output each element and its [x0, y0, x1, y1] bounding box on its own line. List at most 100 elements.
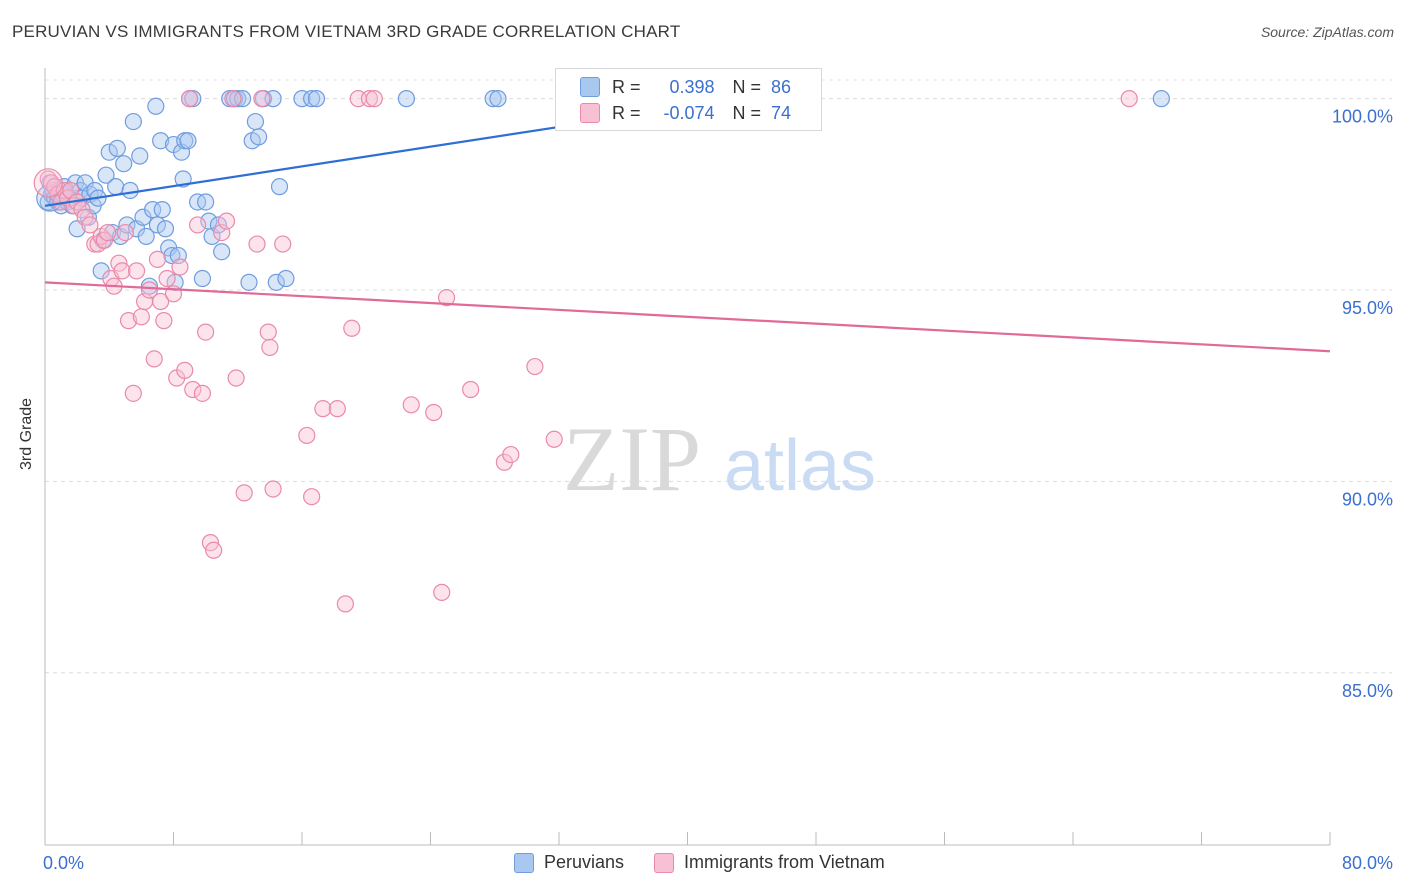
data-point: [1152, 90, 1170, 108]
legend-r-value-peruvians: 0.398: [669, 76, 715, 97]
data-point: [155, 312, 173, 330]
data-point: [248, 235, 266, 253]
y-tick-label: 85.0%: [1342, 681, 1393, 701]
data-point: [240, 273, 258, 291]
data-point: [152, 292, 170, 311]
data-point: [484, 90, 502, 108]
series-vietnam: [33, 90, 1138, 613]
data-point: [121, 181, 139, 200]
series-peruvians: [36, 90, 1170, 295]
data-point: [137, 227, 155, 246]
data-point: [293, 90, 311, 108]
legend-swatch-peruvians: [514, 852, 534, 873]
legend-n-label: N =: [732, 102, 762, 123]
data-point: [127, 262, 146, 280]
stats-legend: R = 0.398 N = 86 R = -0.074 N = 74: [555, 68, 822, 131]
data-point: [153, 201, 171, 219]
data-point: [158, 269, 176, 288]
data-point: [233, 90, 252, 108]
data-point: [397, 90, 416, 108]
data-point: [176, 361, 194, 379]
data-point: [328, 400, 346, 418]
legend-row-peruvians: R = 0.398 N = 86: [580, 75, 791, 99]
data-point: [270, 178, 289, 196]
legend-label-peruvians: Peruvians: [544, 852, 625, 872]
data-point: [124, 384, 142, 402]
legend-item-vietnam[interactable]: Immigrants from Vietnam: [654, 852, 885, 873]
data-point: [100, 143, 118, 161]
data-point: [99, 223, 117, 242]
data-point: [235, 484, 253, 502]
data-point: [365, 90, 383, 108]
legend-r-value-vietnam: -0.074: [663, 102, 715, 123]
data-point: [360, 90, 379, 108]
data-point: [545, 430, 563, 448]
y-tick-label: 100.0%: [1332, 107, 1393, 127]
data-point: [193, 269, 212, 288]
data-point: [253, 90, 271, 108]
data-point: [132, 308, 150, 326]
data-point: [119, 312, 138, 330]
data-point: [131, 147, 149, 165]
data-point: [148, 216, 167, 234]
y-tick-label: 90.0%: [1342, 489, 1393, 509]
data-point: [277, 269, 295, 288]
y-axis-label: 3rd Grade: [18, 397, 35, 470]
legend-n-label: N =: [732, 76, 762, 97]
legend-swatch-peruvians: [580, 77, 600, 97]
data-point: [140, 277, 159, 295]
legend-item-peruvians[interactable]: Peruvians: [514, 852, 624, 873]
legend-r-label: R =: [612, 102, 641, 123]
watermark-atlas: atlas: [724, 426, 876, 506]
data-point: [303, 90, 321, 108]
trend-lines: [44, 97, 1331, 353]
x-tick-label-min: 0.0%: [43, 853, 84, 873]
data-point: [246, 112, 265, 131]
data-point: [108, 139, 126, 157]
data-point: [229, 90, 247, 108]
data-point: [193, 384, 212, 402]
data-point: [197, 323, 215, 341]
data-point: [489, 90, 507, 108]
data-point: [298, 426, 316, 445]
watermark: ZIP atlas: [563, 408, 876, 510]
data-point: [197, 193, 215, 211]
data-point: [180, 90, 199, 108]
data-point: [152, 132, 170, 150]
y-tick-label: 95.0%: [1342, 298, 1393, 318]
data-point: [227, 369, 245, 387]
data-point: [425, 403, 443, 422]
gridlines: [45, 79, 1392, 674]
data-point: [267, 273, 285, 291]
data-point: [217, 212, 236, 230]
axes: [44, 68, 1331, 846]
x-tick-label-max: 80.0%: [1342, 853, 1393, 873]
data-point: [140, 281, 159, 299]
data-point: [148, 250, 167, 268]
legend-swatch-vietnam: [580, 103, 600, 123]
data-point: [144, 201, 162, 219]
chart-title: PERUVIAN VS IMMIGRANTS FROM VIETNAM 3RD …: [12, 22, 681, 41]
legend-row-vietnam: R = -0.074 N = 74: [580, 101, 791, 125]
legend-r-label: R =: [612, 76, 641, 97]
data-point: [250, 128, 268, 146]
tick-labels: 85.0% 90.0% 95.0% 100.0% 0.0% 80.0%: [43, 107, 1393, 873]
data-point: [188, 216, 207, 234]
data-point: [343, 319, 361, 337]
legend-label-vietnam: Immigrants from Vietnam: [684, 852, 885, 872]
data-point: [1120, 90, 1138, 108]
chart-source: Source: ZipAtlas.com: [1260, 24, 1394, 40]
data-point: [97, 166, 115, 184]
legend-n-value-vietnam: 74: [771, 102, 792, 123]
data-point: [115, 155, 133, 173]
data-point: [336, 595, 354, 613]
data-point-cluster: [33, 168, 63, 198]
data-point: [116, 223, 134, 242]
data-point: [156, 220, 175, 238]
data-point: [113, 262, 131, 280]
data-point: [145, 350, 163, 368]
data-point: [303, 488, 321, 506]
data-point: [502, 445, 520, 464]
data-point: [314, 400, 332, 418]
